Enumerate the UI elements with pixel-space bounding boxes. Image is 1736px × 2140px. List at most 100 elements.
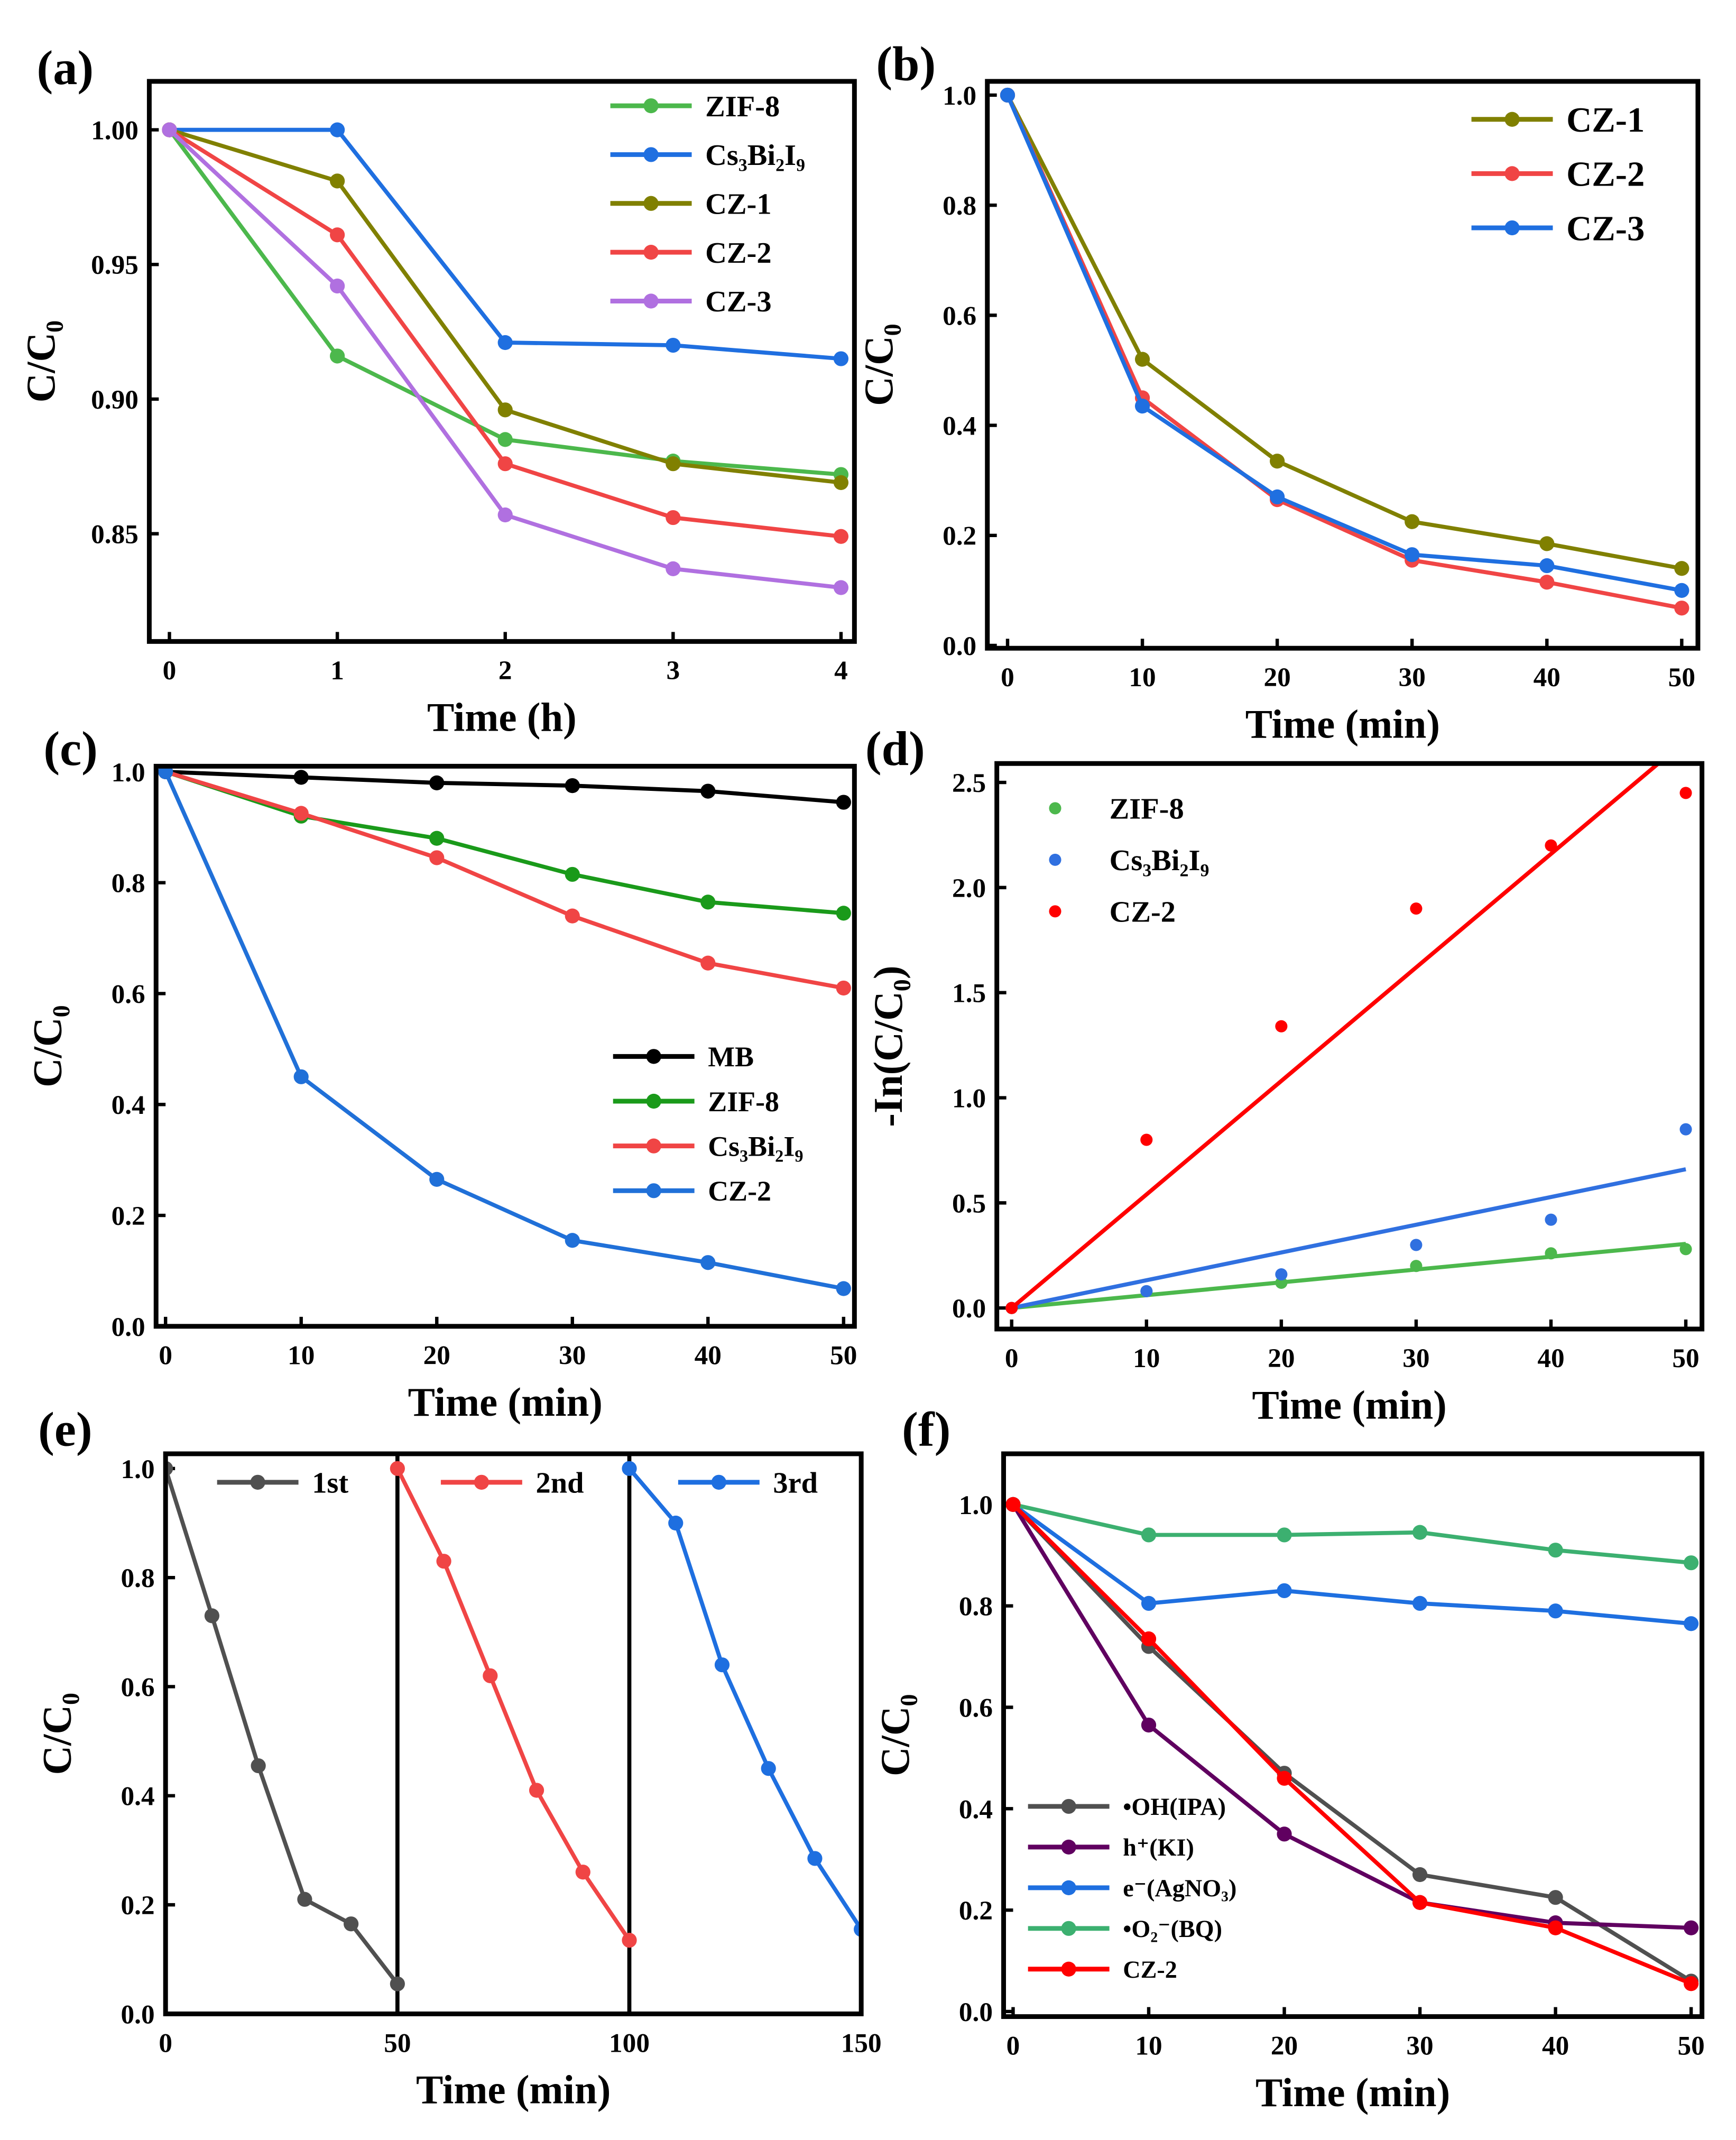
data-point xyxy=(1545,839,1557,852)
series-2 xyxy=(158,766,851,996)
data-point xyxy=(807,1851,823,1866)
legend-label: h⁺(KI) xyxy=(1123,1834,1194,1861)
data-point xyxy=(1548,1603,1563,1619)
legend-item: 2nd xyxy=(440,1467,584,1500)
y-tick-label: 0.6 xyxy=(112,979,145,1009)
data-point xyxy=(1140,1133,1153,1146)
x-tick-label: 40 xyxy=(1542,2031,1569,2061)
series-1 xyxy=(1005,1123,1692,1314)
chart-panel-c: (c) 0 10 20 30 40 50 0.0 0.2 0.4 0.6 0.8 1.0 Time (mi… xyxy=(25,722,857,1425)
x-axis-label: Time (min) xyxy=(1252,1382,1447,1427)
series-line xyxy=(1011,1503,1693,1983)
y-tick-label: 0.2 xyxy=(112,1201,145,1231)
legend-item: Cs₃Bi₂I₉ xyxy=(613,1131,803,1163)
series-2 xyxy=(1005,763,1692,1314)
series-line xyxy=(1011,1503,1692,1930)
plot-area xyxy=(165,1453,862,2014)
legend-label: CZ-2 xyxy=(1566,155,1645,194)
data-point xyxy=(390,1976,405,1991)
series-3 xyxy=(162,122,849,544)
y-tick-label: 2.0 xyxy=(952,873,986,903)
data-point xyxy=(666,337,681,353)
y-tick-label: 0.4 xyxy=(121,1782,155,1812)
x-axis-label: Time (min) xyxy=(416,2067,611,2113)
y-axis-label: -In(C/C₀) xyxy=(865,966,911,1127)
data-point xyxy=(1410,1260,1423,1272)
legend: ZIF-8 Cs₃Bi₂I₉ CZ-1 CZ-2 CZ-3 xyxy=(610,90,805,318)
legend-marker xyxy=(643,147,659,162)
fit-line xyxy=(1011,1242,1686,1311)
data-point xyxy=(761,1761,776,1776)
data-point xyxy=(1412,1867,1428,1883)
data-point xyxy=(1539,536,1555,551)
series-4 xyxy=(1005,1497,1699,1991)
legend-marker xyxy=(1061,1921,1076,1936)
series-0 xyxy=(1005,1242,1692,1314)
data-point xyxy=(700,894,716,910)
legend-item: CZ-1 xyxy=(1471,101,1645,140)
plot-frame xyxy=(146,79,857,644)
legend-label: CZ-2 xyxy=(705,237,771,270)
legend-item: ZIF-8 xyxy=(613,1086,779,1118)
legend-item: CZ-2 xyxy=(1471,155,1645,194)
plot-area xyxy=(162,122,849,595)
y-tick-label: 0.4 xyxy=(112,1090,145,1120)
x-tick-label: 50 xyxy=(1672,1343,1699,1373)
legend-item: CZ-3 xyxy=(610,285,772,318)
series-line xyxy=(1005,94,1683,571)
legend-item: 3rd xyxy=(678,1467,818,1500)
series-2 xyxy=(622,1461,862,1937)
legend: •OH(IPA) h⁺(KI) e⁻(AgNO₃) •O₂⁻(BQ) CZ-2 xyxy=(1028,1793,1236,1983)
data-point xyxy=(565,908,580,924)
x-axis-label: Time (min) xyxy=(1245,702,1440,747)
chart-panel-f: (f) 0 10 20 30 40 50 0.0 0.2 0.4 0.6 0.8 1.0 Time (mi… xyxy=(872,1403,1705,2115)
data-point xyxy=(330,227,345,243)
data-point xyxy=(714,1657,730,1673)
legend-marker xyxy=(646,1138,661,1154)
data-point xyxy=(497,402,513,418)
data-point xyxy=(565,1233,580,1248)
series-1 xyxy=(1005,1497,1699,1935)
legend-marker xyxy=(1061,1961,1076,1977)
data-point xyxy=(330,173,345,189)
data-point xyxy=(622,1933,637,1948)
data-point xyxy=(1674,583,1689,598)
legend-label: Cs₃Bi₂I₉ xyxy=(1110,844,1209,877)
data-point xyxy=(1140,1285,1153,1297)
data-point xyxy=(1548,1543,1563,1558)
y-tick-label: 0.85 xyxy=(91,520,138,550)
x-tick-label: 0 xyxy=(1001,662,1014,693)
data-point xyxy=(1545,1213,1557,1226)
x-tick-label: 100 xyxy=(609,2028,650,2058)
data-point xyxy=(836,795,851,810)
plot-area xyxy=(1005,1497,1699,1991)
data-point xyxy=(1539,558,1555,574)
data-point xyxy=(1141,1717,1157,1733)
plot-frame xyxy=(163,1451,864,2016)
data-point xyxy=(330,278,345,294)
data-point xyxy=(1674,601,1689,616)
series-2 xyxy=(1000,87,1689,598)
series-line xyxy=(1005,94,1683,610)
panel-label: (d) xyxy=(865,722,925,776)
chart-panel-b: (b) 0 10 20 30 40 50 0.0 0.2 0.4 0.6 0.8 1.0 Time (mi… xyxy=(856,36,1701,747)
legend-marker xyxy=(1061,1880,1076,1895)
data-point xyxy=(1270,454,1285,469)
legend-item: Cs₃Bi₂I₉ xyxy=(1049,844,1209,877)
legend-marker xyxy=(643,98,659,114)
data-point xyxy=(1679,787,1692,799)
data-point xyxy=(497,335,513,350)
data-point xyxy=(330,122,345,137)
y-tick-label: 2.5 xyxy=(952,768,986,798)
panel-label: (c) xyxy=(43,722,97,776)
data-point xyxy=(700,783,716,799)
legend-item: •O₂⁻(BQ) xyxy=(1028,1915,1222,1942)
legend-marker xyxy=(643,196,659,211)
data-point xyxy=(666,510,681,525)
legend-marker xyxy=(643,245,659,260)
x-tick-label: 10 xyxy=(288,1341,315,1371)
legend-label: CZ-2 xyxy=(1110,896,1176,929)
data-point xyxy=(1410,1239,1423,1251)
data-point xyxy=(436,1554,451,1569)
data-point xyxy=(1134,399,1150,414)
